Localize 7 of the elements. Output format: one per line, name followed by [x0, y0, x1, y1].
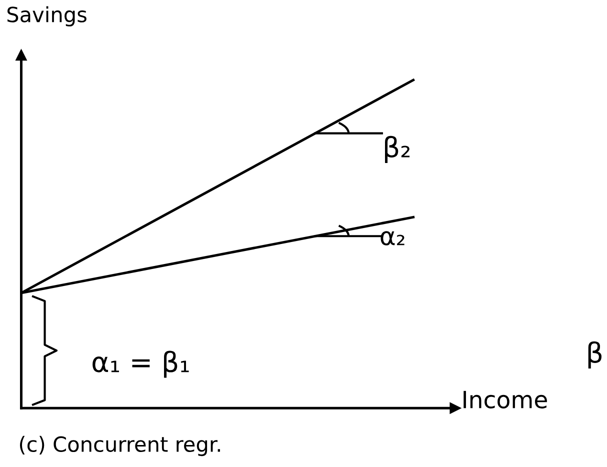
x-axis-title: Income: [464, 390, 547, 408]
annotation: α₂: [380, 231, 404, 246]
text: (c) Concurrent regr.: [20, 436, 220, 456]
y-axis-title: Savings: [7, 6, 86, 26]
annotation: β: [588, 341, 602, 368]
annotation: β₂: [385, 136, 410, 163]
annotation: α₁ = β₁: [92, 350, 189, 378]
